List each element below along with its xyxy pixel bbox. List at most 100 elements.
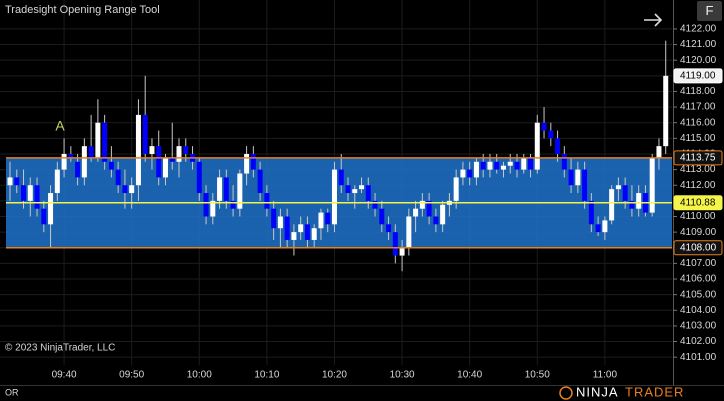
candle-body	[75, 161, 81, 178]
price-marker-bg	[673, 195, 723, 211]
footer-label: OR	[5, 387, 19, 397]
y-tick-label: 4115.00	[680, 133, 716, 144]
brand-left: NINJA	[576, 384, 619, 399]
candle-body	[176, 146, 182, 162]
plot-area	[0, 0, 672, 365]
candle-body	[528, 157, 534, 170]
candle-body	[426, 200, 432, 217]
y-tick-label: 4118.00	[680, 86, 716, 97]
candle-body	[230, 200, 236, 209]
candle-body	[568, 169, 574, 186]
candle-body	[203, 193, 209, 217]
y-tick-label: 4101.00	[680, 352, 717, 363]
candle-body	[372, 200, 378, 209]
candle-body	[122, 185, 128, 194]
candle-body	[338, 169, 344, 186]
y-tick-label: 4122.00	[680, 24, 717, 35]
candle-body	[440, 204, 446, 225]
candle-body	[298, 224, 304, 233]
candle-body	[399, 247, 405, 256]
x-tick-label: 10:50	[525, 370, 550, 381]
candle-body	[541, 122, 547, 131]
y-tick-label: 4116.00	[680, 117, 716, 128]
y-tick-label: 4106.00	[680, 274, 717, 285]
candle-body	[609, 189, 615, 221]
candle-body	[656, 146, 662, 158]
candle-body	[217, 177, 223, 201]
x-tick-label: 10:30	[390, 370, 415, 381]
candle-body	[210, 200, 216, 217]
candle-body	[129, 185, 135, 194]
y-tick-label: 4120.00	[680, 55, 717, 66]
brand-icon	[559, 386, 573, 400]
candle-body	[325, 212, 331, 225]
candle-body	[183, 146, 189, 154]
candle-body	[95, 122, 101, 158]
candle-body	[433, 216, 439, 225]
y-tick-label: 4121.00	[680, 39, 717, 50]
candle-body	[406, 216, 412, 248]
candle-body	[480, 161, 486, 170]
candle-body	[359, 185, 365, 190]
x-tick-label: 11:00	[593, 370, 618, 381]
price-marker-label: 4113.75	[680, 153, 716, 164]
candle-body	[365, 185, 371, 201]
candle-body	[156, 146, 162, 178]
copyright: © 2023 NinjaTrader, LLC	[5, 343, 115, 354]
annotation: A	[55, 117, 65, 133]
x-tick-label: 10:00	[187, 370, 212, 381]
candle-body	[108, 161, 114, 170]
button[interactable]: F	[706, 3, 714, 18]
button-bg[interactable]	[697, 1, 722, 21]
candle-body	[149, 146, 155, 154]
candle-body	[663, 75, 669, 147]
candle-body	[135, 114, 141, 186]
price-marker-label: 4108.00	[680, 242, 717, 253]
candle-body	[115, 169, 121, 186]
candle-body	[352, 189, 358, 194]
candle-body	[534, 122, 540, 170]
brand-right: TRADER	[625, 384, 684, 399]
candle-body	[196, 161, 202, 194]
candle-body	[473, 161, 479, 178]
y-tick-label: 4107.00	[680, 258, 717, 269]
candle-body	[318, 212, 324, 229]
y-tick-label: 4109.00	[680, 227, 717, 238]
price-marker-bg	[673, 240, 723, 256]
candle-body	[291, 232, 297, 240]
candle-body	[595, 224, 601, 233]
y-tick-label: 4102.00	[680, 336, 717, 347]
y-tick-label: 4117.00	[680, 102, 716, 113]
candle-body	[636, 193, 642, 209]
candle-body	[345, 185, 351, 194]
arrow-icon[interactable]	[644, 13, 663, 27]
x-tick-label: 10:20	[322, 370, 347, 381]
price-marker-label: 4110.88	[680, 197, 716, 208]
candle-body	[500, 165, 506, 170]
candle-body	[419, 200, 425, 209]
x-tick-label: 09:40	[52, 370, 77, 381]
price-marker-bg	[673, 150, 723, 166]
candle-body	[169, 157, 175, 162]
price-marker-label: 4119.00	[680, 70, 716, 81]
x-tick-label: 10:10	[254, 370, 279, 381]
candle-body	[27, 185, 33, 201]
y-tick-label: 4105.00	[680, 289, 717, 300]
candle-body	[582, 169, 588, 201]
candle-body	[413, 208, 419, 217]
candle-body	[588, 200, 594, 225]
candle-body	[88, 146, 94, 158]
candle-body	[386, 224, 392, 233]
candle-body	[615, 185, 621, 190]
candle-body	[575, 169, 581, 186]
candle-body	[487, 161, 493, 170]
candle-body	[331, 169, 337, 225]
candle-body	[250, 153, 256, 170]
candle-body	[548, 130, 554, 139]
y-tick-label: 4110.00	[680, 211, 716, 222]
candle-body	[81, 146, 87, 178]
candle-body	[392, 232, 398, 256]
candle-body	[61, 153, 67, 170]
